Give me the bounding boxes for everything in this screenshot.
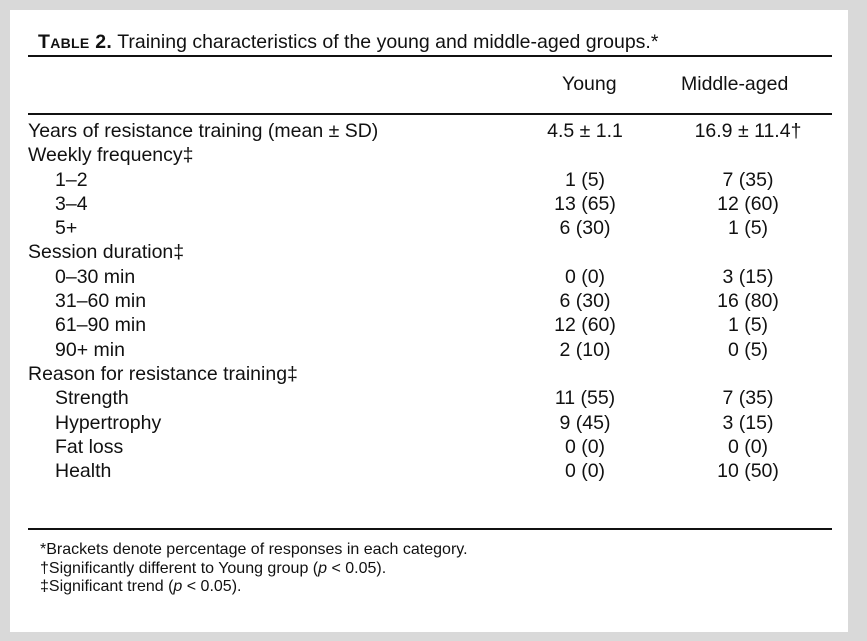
cell-middle-aged: 7 (35)	[722, 168, 774, 191]
cell-young: 4.5 ± 1.1	[547, 120, 623, 142]
cell-middle-aged: 7 (35)	[722, 387, 774, 410]
row-label: Fat loss	[55, 435, 124, 458]
cell-young: 0 (0)	[564, 435, 606, 458]
row-label: 3–4	[55, 192, 88, 215]
table-row: Health 0 (0) 10 (50)	[28, 459, 838, 483]
table-row: Session duration‡	[28, 240, 838, 264]
row-label: 31–60 min	[55, 290, 147, 313]
cell-young: 2 (10)	[559, 338, 611, 361]
row-label: Health	[55, 460, 112, 483]
table-caption: Table 2. Training characteristics of the…	[38, 30, 658, 54]
table-title: Training characteristics of the young an…	[117, 31, 659, 53]
cell-middle-aged: 12 (60)	[717, 192, 779, 215]
table-label: Table 2.	[38, 31, 113, 53]
row-label: 61–90 min	[55, 314, 147, 337]
row-label: 90+ min	[55, 338, 125, 361]
cell-middle-aged: 10 (50)	[717, 460, 779, 483]
row-label: Reason for resistance training‡	[28, 362, 298, 385]
cell-middle-aged: 16.9 ± 11.4†	[694, 120, 802, 142]
table-row: 1–2 1 (5) 7 (35)	[28, 168, 838, 192]
table-row: 31–60 min 6 (30) 16 (80)	[28, 289, 838, 313]
table-row: Fat loss 0 (0) 0 (0)	[28, 435, 838, 459]
footnotes: *Brackets denote percentage of responses…	[40, 541, 468, 597]
cell-young: 6 (30)	[559, 290, 611, 313]
row-label: 5+	[55, 217, 78, 240]
table-row: Years of resistance training (mean ± SD)…	[28, 119, 838, 143]
row-label: Strength	[55, 387, 129, 410]
bottom-rule	[28, 528, 832, 530]
cell-middle-aged: 1 (5)	[727, 314, 769, 337]
row-label: Years of resistance training (mean ± SD)	[28, 120, 379, 142]
cell-middle-aged: 3 (15)	[722, 265, 774, 288]
row-label: Hypertrophy	[55, 411, 162, 434]
footnote-trend: ‡Significant trend (p < 0.05).	[40, 578, 242, 595]
table-row: Strength 11 (55) 7 (35)	[28, 386, 838, 410]
row-label: Session duration‡	[28, 241, 185, 264]
cell-middle-aged: 3 (15)	[722, 411, 774, 434]
column-header-young: Young	[562, 73, 617, 95]
table-row: Reason for resistance training‡	[28, 362, 838, 386]
column-header-middle-aged: Middle-aged	[681, 73, 789, 95]
row-label: Weekly frequency‡	[28, 144, 194, 167]
table-row: 0–30 min 0 (0) 3 (15)	[28, 265, 838, 289]
table-row: 90+ min 2 (10) 0 (5)	[28, 338, 838, 362]
row-label: 1–2	[55, 168, 88, 191]
cell-young: 12 (60)	[554, 314, 616, 337]
table-row: 61–90 min 12 (60) 1 (5)	[28, 313, 838, 337]
table-row: 5+ 6 (30) 1 (5)	[28, 216, 838, 240]
cell-young: 6 (30)	[559, 217, 611, 240]
cell-young: 13 (65)	[554, 192, 616, 215]
cell-middle-aged: 16 (80)	[717, 290, 779, 313]
cell-young: 0 (0)	[564, 460, 606, 483]
cell-young: 0 (0)	[564, 265, 606, 288]
table-row: 3–4 13 (65) 12 (60)	[28, 192, 838, 216]
table-row: Weekly frequency‡	[28, 143, 838, 167]
top-rule	[28, 55, 832, 57]
cell-middle-aged: 1 (5)	[727, 217, 769, 240]
footnote-significance: †Significantly different to Young group …	[40, 559, 387, 577]
table-body: Years of resistance training (mean ± SD)…	[28, 119, 838, 483]
cell-young: 1 (5)	[564, 168, 606, 191]
cell-middle-aged: 0 (0)	[727, 435, 769, 458]
table-row: Hypertrophy 9 (45) 3 (15)	[28, 411, 838, 435]
row-label: 0–30 min	[55, 265, 136, 288]
cell-young: 9 (45)	[559, 411, 611, 434]
cell-young: 11 (55)	[554, 387, 616, 410]
header-rule	[28, 113, 832, 115]
cell-middle-aged: 0 (5)	[727, 338, 769, 361]
footnote-brackets: *Brackets denote percentage of responses…	[40, 541, 468, 558]
